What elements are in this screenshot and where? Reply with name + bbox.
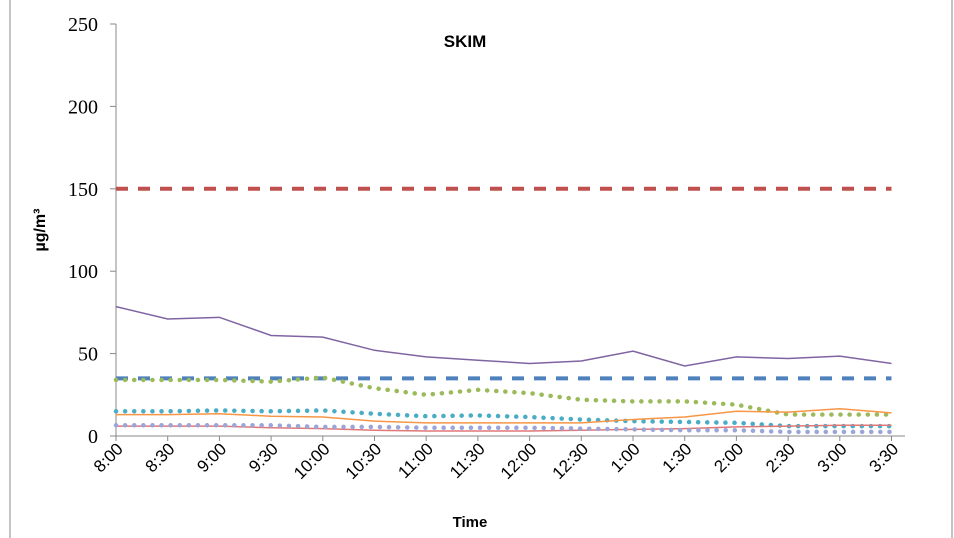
- y-tick-label: 150: [68, 179, 98, 201]
- series-line: [113, 375, 894, 417]
- series-line: [115, 305, 892, 367]
- series-line: [113, 408, 894, 429]
- y-tick-label: 0: [88, 426, 98, 448]
- y-tick-label: 250: [68, 14, 98, 36]
- series-line: [116, 424, 892, 432]
- chart-frame: [9, 0, 953, 538]
- y-tick-label: 100: [68, 261, 98, 283]
- y-axis-label: µg/m³: [32, 209, 49, 252]
- y-tick-label: 200: [68, 96, 98, 118]
- y-tick-label: 50: [78, 344, 98, 366]
- series-line: [116, 408, 892, 424]
- x-axis-label: Time: [453, 514, 488, 531]
- chart-title: SKIM: [444, 32, 487, 51]
- series-line: [113, 423, 894, 435]
